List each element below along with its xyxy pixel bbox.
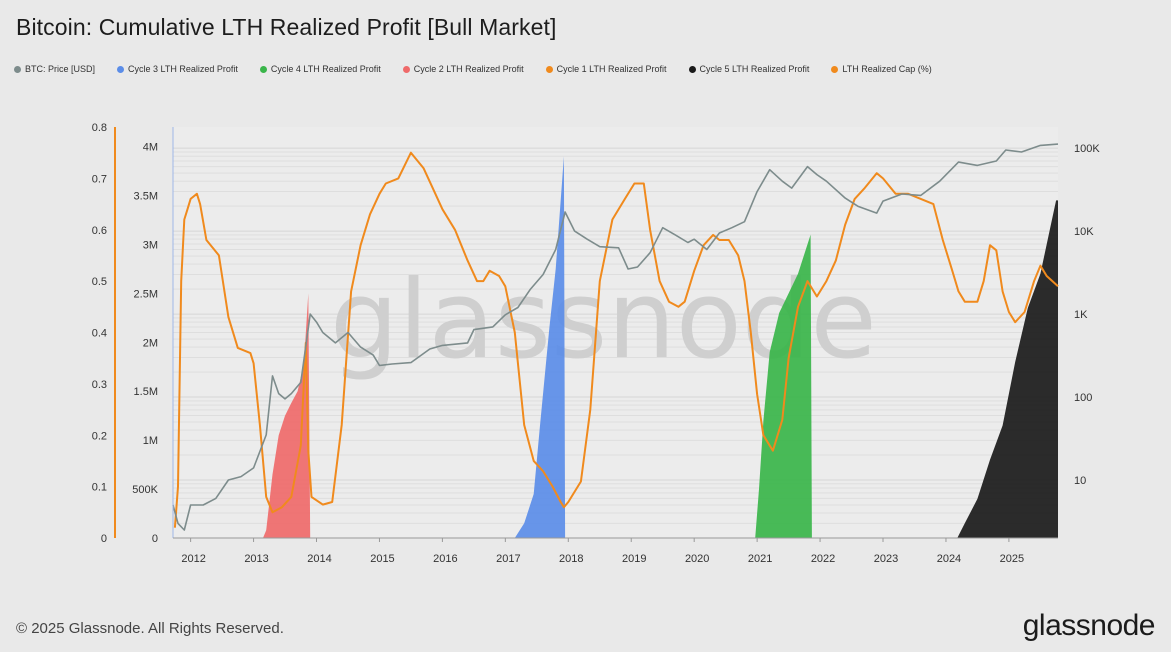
legend-item[interactable]: Cycle 2 LTH Realized Profit bbox=[402, 64, 524, 74]
legend-label: Cycle 5 LTH Realized Profit bbox=[699, 64, 810, 74]
x-tick-label: 2013 bbox=[244, 553, 268, 565]
cycle-5-lth-realized-profit-area bbox=[957, 200, 1058, 538]
y-left-outer-tick: 0.6 bbox=[92, 225, 107, 237]
y-left-inner-tick: 4M bbox=[143, 142, 158, 154]
x-tick-label: 2012 bbox=[181, 553, 205, 565]
y-left-inner-tick: 0 bbox=[152, 533, 158, 545]
legend-label: Cycle 1 LTH Realized Profit bbox=[556, 64, 667, 74]
x-tick-label: 2024 bbox=[937, 553, 961, 565]
x-tick-label: 2016 bbox=[433, 553, 457, 565]
y-right-tick: 10 bbox=[1074, 475, 1086, 487]
chart-title: Bitcoin: Cumulative LTH Realized Profit … bbox=[16, 14, 557, 40]
y-left-outer-tick: 0.4 bbox=[92, 328, 107, 340]
y-left-outer-tick: 0.8 bbox=[92, 122, 107, 134]
y-left-outer-tick: 0.7 bbox=[92, 173, 107, 185]
line-layer bbox=[172, 143, 1059, 531]
axes: 0 0.1 0.2 0.3 0.4 0.5 0.6 0.7 0.8 0 500K 1M 1.5M 2M 2.… bbox=[92, 122, 1101, 565]
y-left-outer-tick: 0.5 bbox=[92, 276, 107, 288]
x-tick-label: 2017 bbox=[496, 553, 520, 565]
y-right-tick: 100K bbox=[1074, 143, 1100, 155]
btc-price-usd-line bbox=[172, 143, 1059, 531]
y-right-tick: 10K bbox=[1074, 226, 1094, 238]
legend-label: LTH Realized Cap (%) bbox=[842, 64, 932, 74]
cycle-2-lth-realized-profit-area bbox=[263, 293, 311, 538]
legend-item[interactable]: Cycle 1 LTH Realized Profit bbox=[545, 64, 667, 74]
x-tick-label: 2018 bbox=[559, 553, 583, 565]
y-left-inner-tick: 1.5M bbox=[134, 386, 158, 398]
legend-item[interactable]: Cycle 3 LTH Realized Profit bbox=[117, 64, 238, 74]
y-left-inner-tick: 2M bbox=[143, 337, 158, 349]
y-left-inner-tick: 1M bbox=[143, 435, 158, 447]
legend-item[interactable]: BTC: Price [USD] bbox=[14, 64, 95, 74]
legend-dot-icon bbox=[14, 65, 21, 73]
y-left-inner-tick: 3M bbox=[143, 239, 158, 251]
x-tick-label: 2025 bbox=[1000, 553, 1024, 565]
copyright-footer: © 2025 Glassnode. All Rights Reserved. bbox=[16, 620, 284, 637]
x-tick-label: 2021 bbox=[748, 553, 772, 565]
legend-item[interactable]: Cycle 4 LTH Realized Profit bbox=[259, 64, 381, 74]
x-tick-label: 2015 bbox=[370, 553, 394, 565]
x-tick-label: 2019 bbox=[622, 553, 646, 565]
x-tick-label: 2020 bbox=[685, 553, 709, 565]
legend-dot-icon bbox=[117, 65, 125, 73]
y-left-outer-tick: 0 bbox=[101, 533, 107, 545]
x-tick-label: 2014 bbox=[307, 553, 331, 565]
legend-label: BTC: Price [USD] bbox=[25, 64, 96, 74]
legend-dot-icon bbox=[259, 65, 267, 73]
legend-dot-icon bbox=[545, 65, 553, 73]
cycle-3-lth-realized-profit-area bbox=[514, 156, 566, 538]
legend: BTC: Price [USD] Cycle 3 LTH Realized Pro… bbox=[14, 64, 954, 74]
legend-dot-icon bbox=[402, 65, 410, 73]
y-right-tick: 1K bbox=[1074, 309, 1088, 321]
legend-dot-icon bbox=[688, 65, 696, 73]
legend-label: Cycle 4 LTH Realized Profit bbox=[270, 64, 381, 74]
legend-dot-icon bbox=[831, 65, 839, 73]
brand-logo[interactable]: glassnode bbox=[1022, 609, 1156, 642]
legend-item[interactable]: Cycle 5 LTH Realized Profit bbox=[688, 64, 810, 74]
legend-label: Cycle 2 LTH Realized Profit bbox=[413, 64, 524, 74]
y-left-outer-tick: 0.1 bbox=[92, 482, 107, 494]
y-right-tick: 100 bbox=[1074, 392, 1092, 404]
legend-item[interactable]: LTH Realized Cap (%) bbox=[831, 64, 932, 74]
legend-label: Cycle 3 LTH Realized Profit bbox=[128, 64, 238, 74]
y-left-outer-tick: 0.3 bbox=[92, 379, 107, 391]
y-left-inner-tick: 500K bbox=[132, 484, 158, 496]
y-left-outer-tick: 0.2 bbox=[92, 430, 107, 442]
y-left-inner-tick: 3.5M bbox=[134, 191, 158, 203]
x-tick-label: 2023 bbox=[874, 553, 898, 565]
x-tick-label: 2022 bbox=[811, 553, 835, 565]
lth-realized-cap-line bbox=[173, 151, 1059, 528]
y-left-inner-tick: 2.5M bbox=[134, 288, 158, 300]
